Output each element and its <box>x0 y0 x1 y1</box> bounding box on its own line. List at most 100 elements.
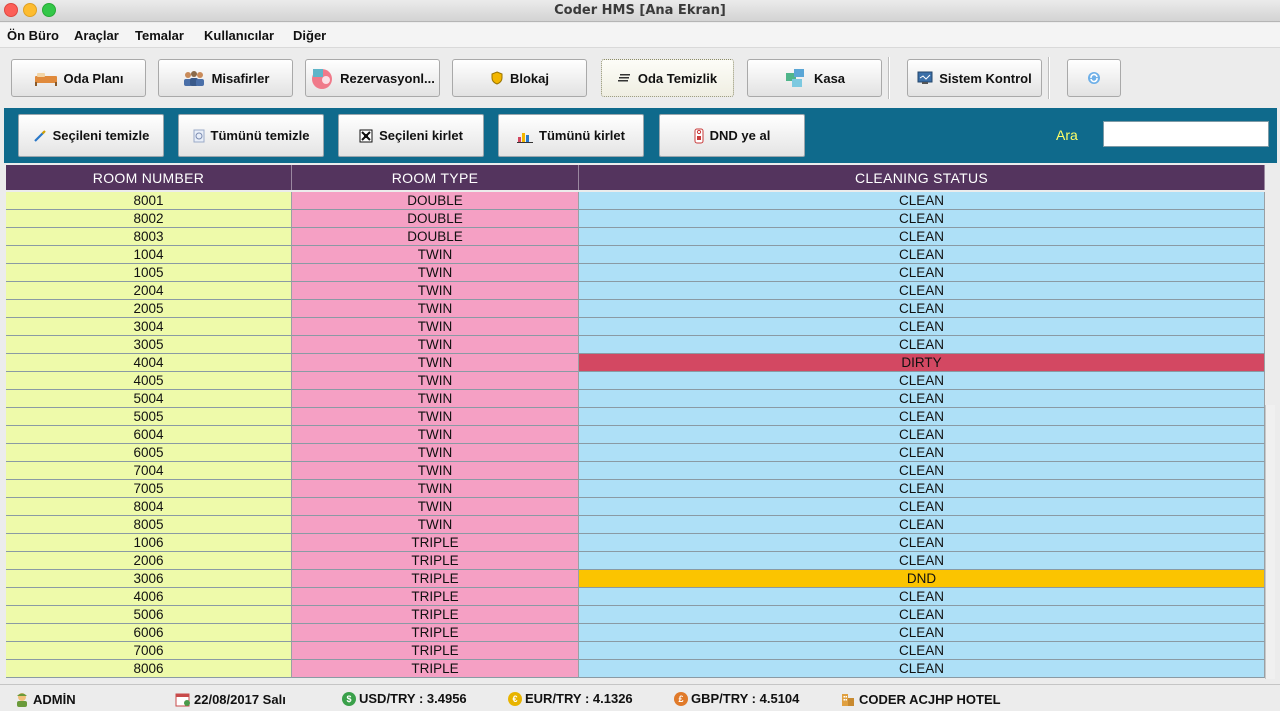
table-row[interactable]: 7005 TWIN CLEAN <box>6 480 1265 498</box>
room-number-cell[interactable]: 6004 <box>6 426 292 444</box>
room-type-cell[interactable]: TWIN <box>292 444 579 462</box>
table-row[interactable]: 7004 TWIN CLEAN <box>6 462 1265 480</box>
tumunu-kirlet-button[interactable]: Tümünü kirlet <box>498 114 644 157</box>
table-row[interactable]: 6006 TRIPLE CLEAN <box>6 624 1265 642</box>
table-row[interactable]: 4005 TWIN CLEAN <box>6 372 1265 390</box>
room-number-cell[interactable]: 1005 <box>6 264 292 282</box>
room-type-cell[interactable]: TRIPLE <box>292 552 579 570</box>
table-row[interactable]: 8002 DOUBLE CLEAN <box>6 210 1265 228</box>
room-number-cell[interactable]: 7005 <box>6 480 292 498</box>
room-type-cell[interactable]: TWIN <box>292 408 579 426</box>
column-header-room-number[interactable]: ROOM NUMBER <box>6 165 292 190</box>
table-row[interactable]: 5004 TWIN CLEAN <box>6 390 1265 408</box>
cleaning-status-cell[interactable]: CLEAN <box>579 534 1265 552</box>
room-number-cell[interactable]: 8006 <box>6 660 292 678</box>
sistem-kontrol-button[interactable]: Sistem Kontrol <box>907 59 1042 97</box>
room-type-cell[interactable]: TWIN <box>292 282 579 300</box>
room-number-cell[interactable]: 1004 <box>6 246 292 264</box>
room-type-cell[interactable]: DOUBLE <box>292 228 579 246</box>
cleaning-status-cell[interactable]: CLEAN <box>579 660 1265 678</box>
cleaning-status-cell[interactable]: CLEAN <box>579 300 1265 318</box>
cleaning-status-cell[interactable]: CLEAN <box>579 282 1265 300</box>
rezervasyon-button[interactable]: Rezervasyonl... <box>305 59 440 97</box>
room-number-cell[interactable]: 8005 <box>6 516 292 534</box>
table-row[interactable]: 1005 TWIN CLEAN <box>6 264 1265 282</box>
room-type-cell[interactable]: TWIN <box>292 354 579 372</box>
room-type-cell[interactable]: TWIN <box>292 498 579 516</box>
cleaning-status-cell[interactable]: CLEAN <box>579 498 1265 516</box>
cleaning-status-cell[interactable]: CLEAN <box>579 444 1265 462</box>
cleaning-status-cell[interactable]: CLEAN <box>579 516 1265 534</box>
room-type-cell[interactable]: TWIN <box>292 318 579 336</box>
cleaning-status-cell[interactable]: CLEAN <box>579 606 1265 624</box>
table-row[interactable]: 3005 TWIN CLEAN <box>6 336 1265 354</box>
menu-on-buro[interactable]: Ön Büro <box>7 28 59 43</box>
table-row[interactable]: 8004 TWIN CLEAN <box>6 498 1265 516</box>
cleaning-status-cell[interactable]: CLEAN <box>579 480 1265 498</box>
room-type-cell[interactable]: DOUBLE <box>292 192 579 210</box>
cleaning-status-cell[interactable]: CLEAN <box>579 390 1265 408</box>
menu-temalar[interactable]: Temalar <box>135 28 184 43</box>
cleaning-status-cell[interactable]: CLEAN <box>579 372 1265 390</box>
table-scrollbar[interactable] <box>1265 405 1275 679</box>
table-row[interactable]: 1004 TWIN CLEAN <box>6 246 1265 264</box>
table-row[interactable]: 3004 TWIN CLEAN <box>6 318 1265 336</box>
column-header-cleaning-status[interactable]: CLEANING STATUS <box>579 165 1265 190</box>
column-header-room-type[interactable]: ROOM TYPE <box>292 165 579 190</box>
cleaning-status-cell[interactable]: CLEAN <box>579 192 1265 210</box>
table-row[interactable]: 6005 TWIN CLEAN <box>6 444 1265 462</box>
secileni-temizle-button[interactable]: Seçileni temizle <box>18 114 164 157</box>
close-window-button[interactable] <box>4 3 18 17</box>
cleaning-status-cell[interactable]: CLEAN <box>579 552 1265 570</box>
room-type-cell[interactable]: TRIPLE <box>292 660 579 678</box>
table-row[interactable]: 2004 TWIN CLEAN <box>6 282 1265 300</box>
secileni-kirlet-button[interactable]: Seçileni kirlet <box>338 114 484 157</box>
room-number-cell[interactable]: 3005 <box>6 336 292 354</box>
room-type-cell[interactable]: DOUBLE <box>292 210 579 228</box>
refresh-button[interactable] <box>1067 59 1121 97</box>
table-row[interactable]: 8001 DOUBLE CLEAN <box>6 192 1265 210</box>
room-number-cell[interactable]: 2005 <box>6 300 292 318</box>
cleaning-status-cell[interactable]: CLEAN <box>579 246 1265 264</box>
room-number-cell[interactable]: 3004 <box>6 318 292 336</box>
room-number-cell[interactable]: 5005 <box>6 408 292 426</box>
room-number-cell[interactable]: 7004 <box>6 462 292 480</box>
room-type-cell[interactable]: TRIPLE <box>292 642 579 660</box>
kasa-button[interactable]: Kasa <box>747 59 882 97</box>
cleaning-status-cell[interactable]: CLEAN <box>579 264 1265 282</box>
room-number-cell[interactable]: 7006 <box>6 642 292 660</box>
cleaning-status-cell[interactable]: CLEAN <box>579 336 1265 354</box>
room-number-cell[interactable]: 8002 <box>6 210 292 228</box>
room-type-cell[interactable]: TWIN <box>292 390 579 408</box>
menu-diger[interactable]: Diğer <box>293 28 327 43</box>
cleaning-status-cell[interactable]: CLEAN <box>579 588 1265 606</box>
table-row[interactable]: 1006 TRIPLE CLEAN <box>6 534 1265 552</box>
room-number-cell[interactable]: 8004 <box>6 498 292 516</box>
search-input[interactable] <box>1103 121 1269 147</box>
table-row[interactable]: 8006 TRIPLE CLEAN <box>6 660 1265 678</box>
cleaning-status-cell[interactable]: CLEAN <box>579 408 1265 426</box>
room-type-cell[interactable]: TRIPLE <box>292 624 579 642</box>
room-type-cell[interactable]: TWIN <box>292 426 579 444</box>
room-type-cell[interactable]: TRIPLE <box>292 606 579 624</box>
cleaning-status-cell[interactable]: DND <box>579 570 1265 588</box>
room-type-cell[interactable]: TRIPLE <box>292 534 579 552</box>
cleaning-status-cell[interactable]: CLEAN <box>579 426 1265 444</box>
room-type-cell[interactable]: TRIPLE <box>292 588 579 606</box>
room-type-cell[interactable]: TWIN <box>292 300 579 318</box>
room-number-cell[interactable]: 5004 <box>6 390 292 408</box>
table-row[interactable]: 8003 DOUBLE CLEAN <box>6 228 1265 246</box>
cleaning-status-cell[interactable]: CLEAN <box>579 210 1265 228</box>
table-row[interactable]: 2005 TWIN CLEAN <box>6 300 1265 318</box>
table-row[interactable]: 4004 TWIN DIRTY <box>6 354 1265 372</box>
table-row[interactable]: 5005 TWIN CLEAN <box>6 408 1265 426</box>
tumunu-temizle-button[interactable]: Tümünü temizle <box>178 114 324 157</box>
room-type-cell[interactable]: TWIN <box>292 480 579 498</box>
room-number-cell[interactable]: 4005 <box>6 372 292 390</box>
room-type-cell[interactable]: TWIN <box>292 516 579 534</box>
room-type-cell[interactable]: TRIPLE <box>292 570 579 588</box>
room-number-cell[interactable]: 4006 <box>6 588 292 606</box>
menu-araclar[interactable]: Araçlar <box>74 28 119 43</box>
minimize-window-button[interactable] <box>23 3 37 17</box>
table-row[interactable]: 2006 TRIPLE CLEAN <box>6 552 1265 570</box>
